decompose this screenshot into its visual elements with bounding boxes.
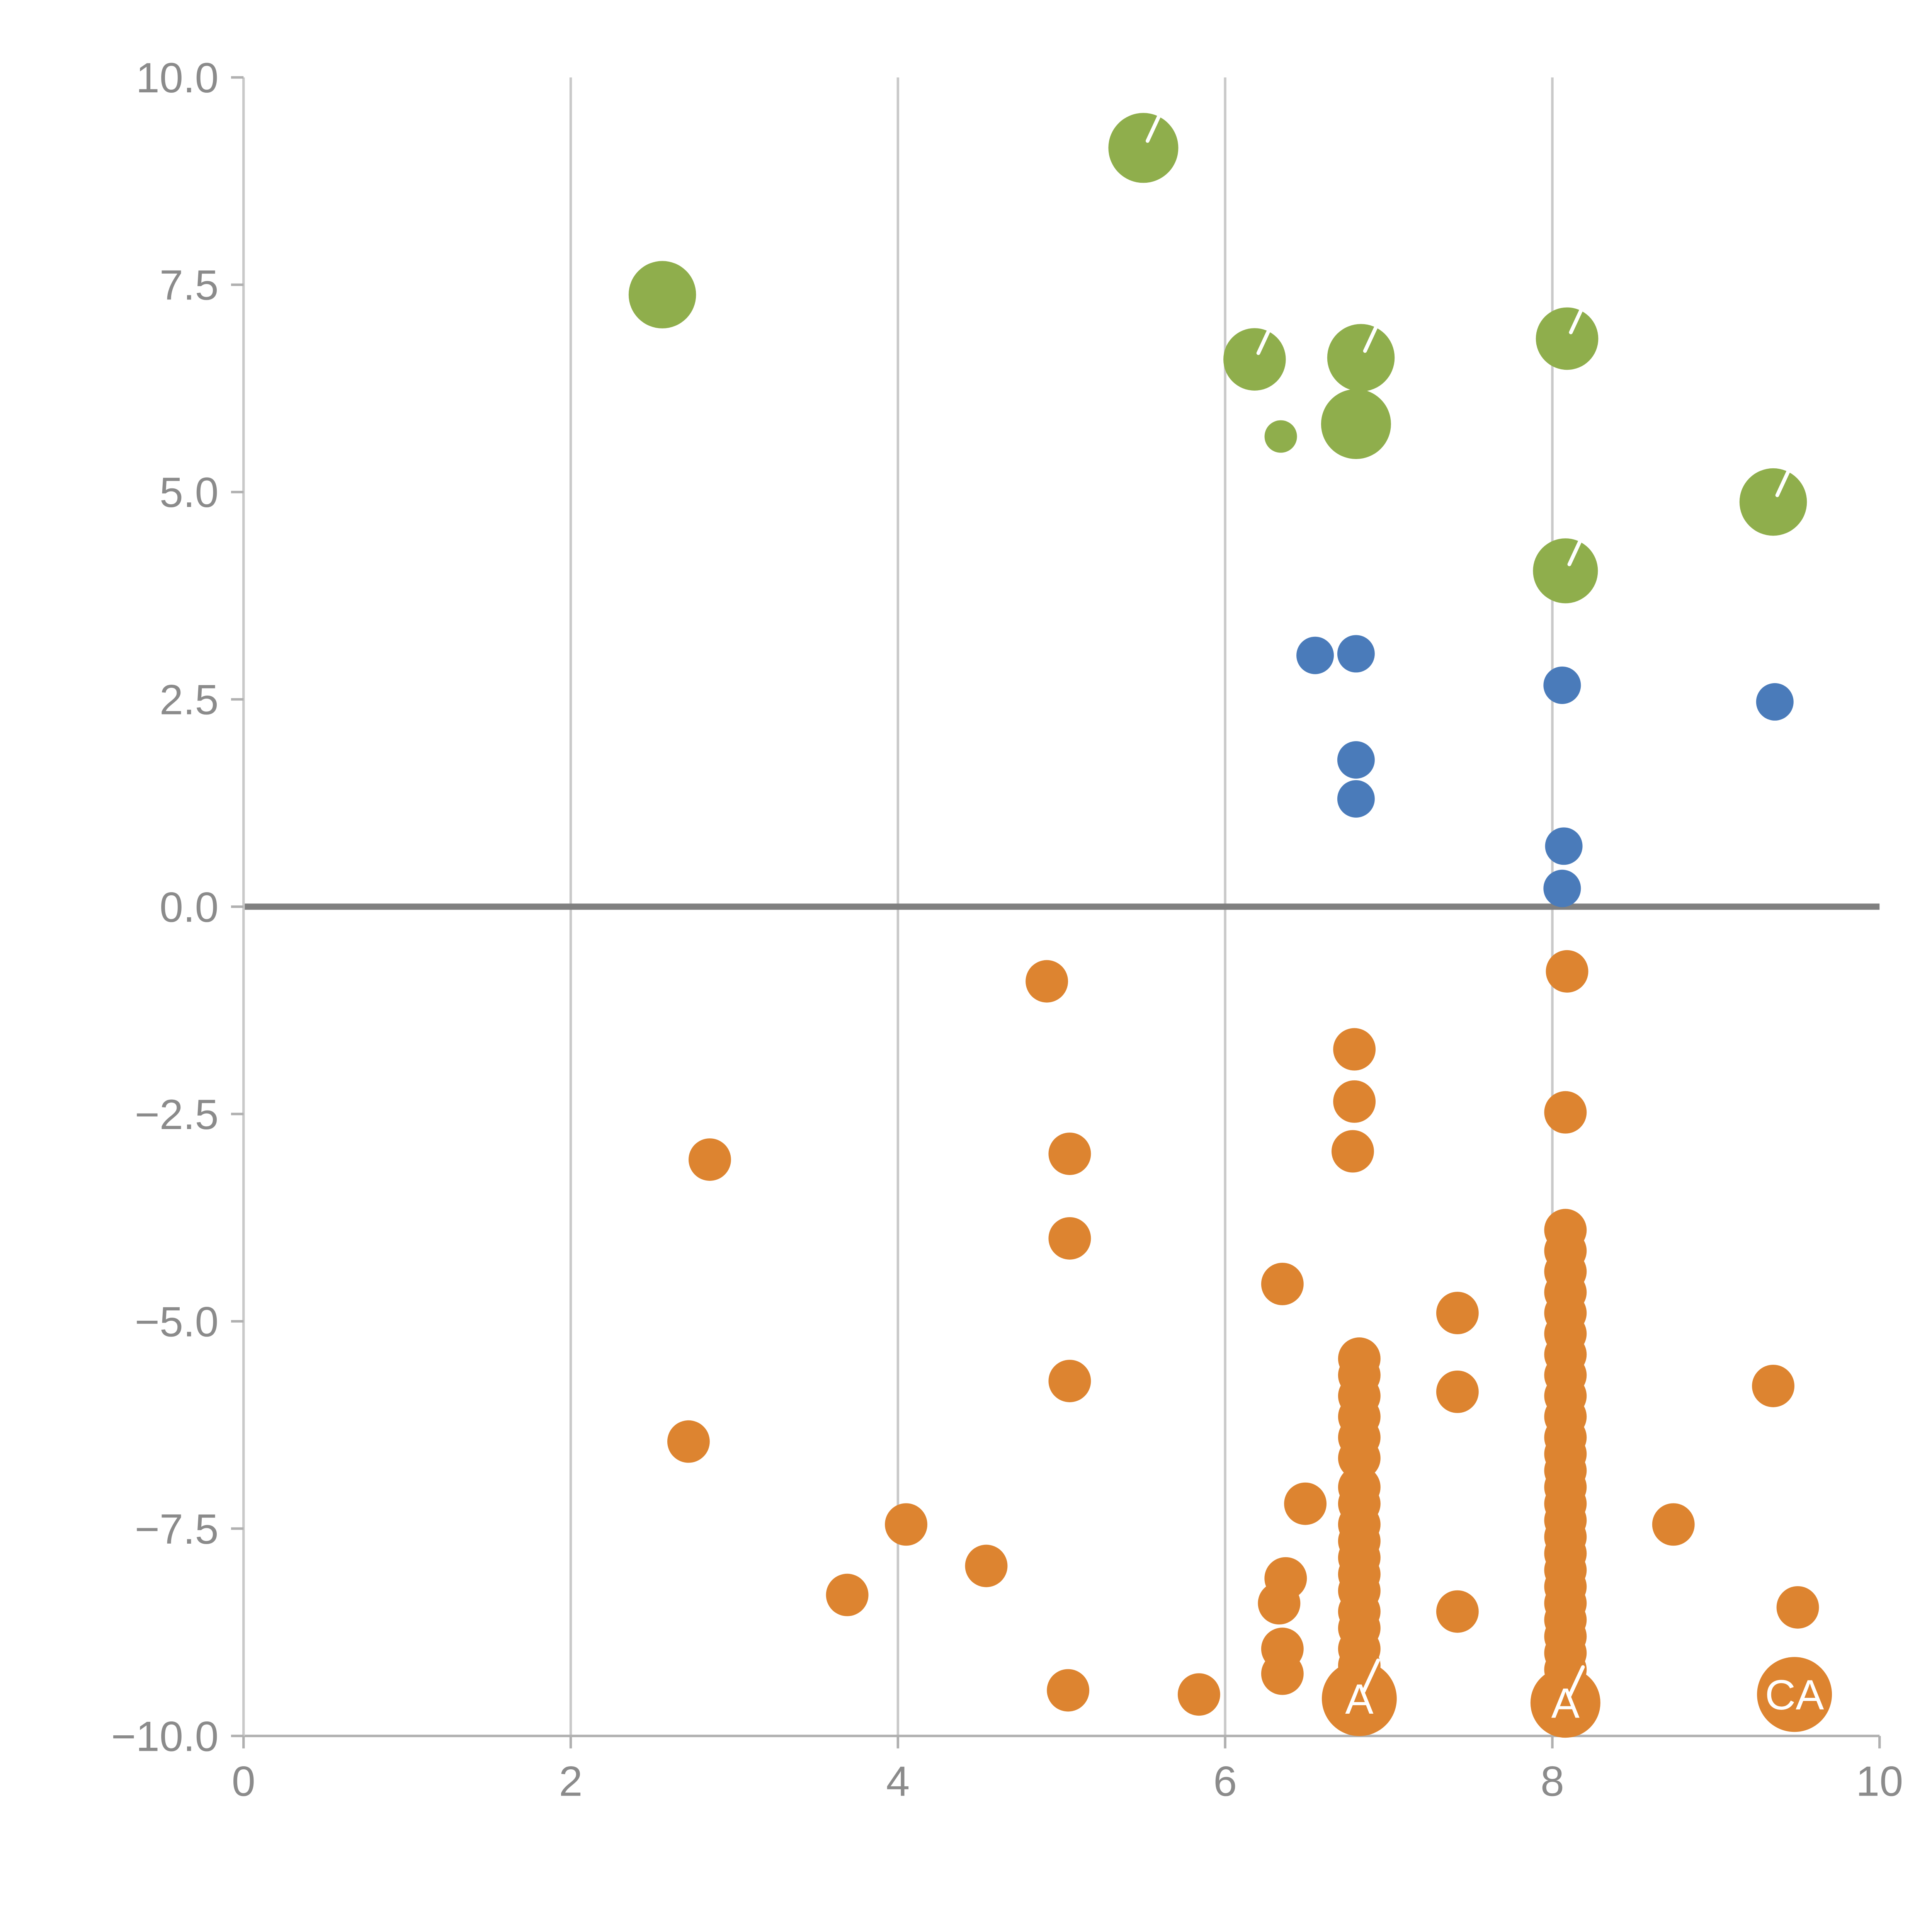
y-tick-label: 2.5 <box>160 677 219 724</box>
blue-dot-data-point <box>1756 683 1794 721</box>
orange-dot-data-point <box>826 1573 869 1616</box>
orange-dot-data-point <box>1436 1292 1479 1335</box>
blue-dot-data-point <box>1543 666 1581 704</box>
bubble-leader-line <box>1363 321 1380 353</box>
orange-dot-data-point <box>1752 1364 1794 1407</box>
green-bubble-data-point <box>1264 420 1297 453</box>
green-bubble-data-point <box>1223 328 1286 391</box>
blue-dot-data-point <box>1296 636 1334 674</box>
bubble-label: A <box>1551 1680 1580 1727</box>
orange-dot-data-point <box>1048 1360 1091 1402</box>
orange-dot-data-point <box>1026 960 1068 1003</box>
x-tick-label: 10 <box>1856 1758 1903 1805</box>
orange-dot-data-point <box>688 1138 731 1181</box>
orange-dot-data-point <box>1047 1669 1090 1712</box>
bubble-leader-line <box>1567 536 1584 566</box>
orange-dot-data-point <box>1321 1661 1397 1736</box>
bubble-leader-line <box>1145 110 1163 143</box>
orange-dot-data-point <box>1177 1673 1220 1716</box>
green-bubble-data-point <box>1536 307 1599 370</box>
blue-dot-data-point <box>1337 780 1375 818</box>
x-tick-label: 8 <box>1541 1758 1564 1805</box>
orange-dot-data-point <box>1284 1482 1327 1525</box>
y-tick-label: 5.0 <box>160 469 219 516</box>
y-tick-label: −7.5 <box>135 1506 219 1553</box>
orange-dot-data-point <box>1258 1582 1301 1625</box>
orange-dot-data-point <box>965 1544 1008 1587</box>
blue-dot-data-point <box>1337 741 1375 779</box>
x-tick-label: 2 <box>559 1758 582 1805</box>
y-tick-label: 7.5 <box>160 262 219 309</box>
orange-dot-data-point <box>1530 1668 1600 1738</box>
y-tick-label: −10.0 <box>111 1713 219 1760</box>
bubble-leader-line <box>1568 1665 1585 1698</box>
blue-dot-data-point <box>1545 827 1583 865</box>
orange-dot-data-point <box>1652 1503 1695 1546</box>
orange-dot-data-point <box>1331 1130 1374 1173</box>
bubble-label: A <box>1345 1676 1374 1723</box>
green-bubble-data-point <box>1533 538 1598 604</box>
orange-dot-data-point <box>1261 1263 1304 1305</box>
orange-dot-data-point <box>1333 1028 1376 1071</box>
orange-dot-data-point <box>1436 1590 1479 1633</box>
y-tick-label: 0.0 <box>160 884 219 931</box>
green-bubble-data-point <box>1321 389 1391 459</box>
x-tick-label: 0 <box>232 1758 255 1805</box>
orange-dot-data-point <box>1048 1133 1091 1175</box>
blue-dot-data-point <box>1543 869 1581 907</box>
x-tick-label: 4 <box>886 1758 910 1805</box>
green-bubble-data-point <box>1327 324 1395 392</box>
bubble-label: CA <box>1765 1672 1824 1719</box>
y-tick-label: −2.5 <box>135 1091 219 1138</box>
green-bubble-data-point <box>628 261 696 328</box>
x-tick-label: 6 <box>1213 1758 1237 1805</box>
orange-dot-data-point <box>1338 1437 1381 1480</box>
orange-dot-data-point <box>1261 1652 1304 1695</box>
orange-dot-data-point <box>885 1503 927 1546</box>
bubble-leader-line <box>1256 325 1272 355</box>
orange-dot-data-point <box>1757 1657 1832 1732</box>
bubble-leader-line <box>1775 466 1792 497</box>
green-bubble-data-point <box>1108 113 1179 183</box>
y-tick-label: 10.0 <box>136 54 219 102</box>
orange-dot-data-point <box>1436 1370 1479 1413</box>
orange-dot-data-point <box>1544 1091 1587 1134</box>
bubble-leader-line <box>1569 305 1585 335</box>
blue-dot-data-point <box>1337 635 1375 673</box>
bubble-leader-line <box>1362 1658 1380 1693</box>
orange-dot-data-point <box>667 1420 710 1463</box>
y-tick-label: −5.0 <box>135 1298 219 1345</box>
orange-dot-data-point <box>1546 950 1588 993</box>
orange-dot-data-point <box>1048 1217 1091 1260</box>
orange-dot-data-point <box>1333 1080 1376 1123</box>
green-bubble-data-point <box>1739 468 1807 536</box>
orange-dot-data-point <box>1776 1586 1819 1629</box>
